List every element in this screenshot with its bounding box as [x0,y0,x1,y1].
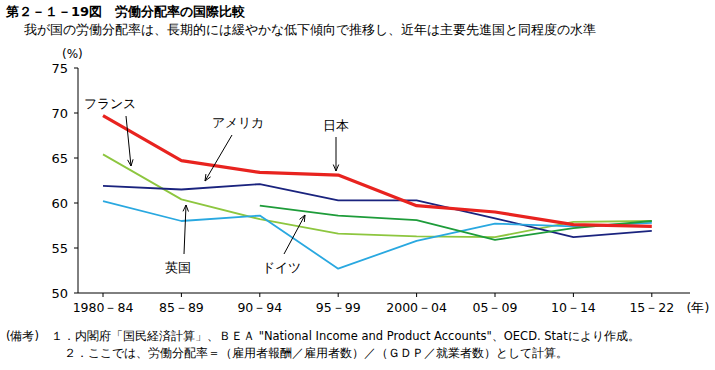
note: (備考) １．内閣府「国民経済計算」、ＢＥＡ "National Income … [6,329,640,343]
series-line [103,201,652,269]
x-tick-label: 05－09 [473,300,518,315]
x-tick [181,293,182,297]
series-label: 日本 [323,118,349,133]
x-tick-label: 1980－84 [73,300,134,315]
x-tick [416,293,417,297]
label-arrow [284,215,305,254]
x-tick-label: 10－14 [551,300,596,315]
y-tick [74,293,78,294]
y-tick [74,203,78,204]
note: ２．ここでは、労働分配率＝（雇用者報酬／雇用者数）／（ＧＤＰ／就業者数）として計… [64,346,568,360]
x-tick [495,293,496,297]
label-arrow [336,137,337,171]
y-unit: (%) [62,47,83,61]
y-tick-label: 70 [51,106,68,121]
series-label: フランス [84,96,136,111]
x-tick [651,293,652,297]
plot-area [103,116,652,269]
series-label: ドイツ [262,260,301,275]
x-tick [338,293,339,297]
title: 第２－１－19図 労働分配率の国際比較 [5,4,246,19]
y-tick-label: 75 [51,61,68,76]
arrow-head [183,205,188,212]
arrow-head [300,215,305,222]
label-arrow [184,205,186,254]
y-tick [74,158,78,159]
x-tick-label: 15－22 [629,300,674,315]
y-tick [74,248,78,249]
x-tick-label: 2000－04 [386,300,447,315]
series-label: アメリカ [212,115,264,130]
y-tick [74,113,78,114]
x-tick-label: 90－94 [237,300,282,315]
x-tick [103,293,104,297]
label-arrow [126,116,131,166]
series-label: 英国 [165,260,191,275]
x-tick [573,293,574,297]
y-axis [78,68,79,293]
x-tick-label: 85－89 [159,300,204,315]
arrow-head [205,174,211,181]
label-arrow [205,135,232,181]
x-tick-label: 95－99 [316,300,361,315]
subtitle: 我が国の労働分配率は、長期的には緩やかな低下傾向で推移し、近年は主要先進国と同程… [24,22,596,37]
chart: 第２－１－19図 労働分配率の国際比較我が国の労働分配率は、長期的には緩やかな低… [0,0,715,370]
arrow-head [128,159,133,166]
x-tick [259,293,260,297]
y-tick-label: 65 [51,151,68,166]
x-axis [78,293,690,294]
y-tick-label: 55 [51,241,68,256]
arrow-head [333,165,338,171]
x-unit: (年) [687,300,710,315]
series-line [260,206,652,240]
y-tick-label: 60 [51,196,68,211]
y-tick-label: 50 [51,286,68,301]
y-tick [74,68,78,69]
